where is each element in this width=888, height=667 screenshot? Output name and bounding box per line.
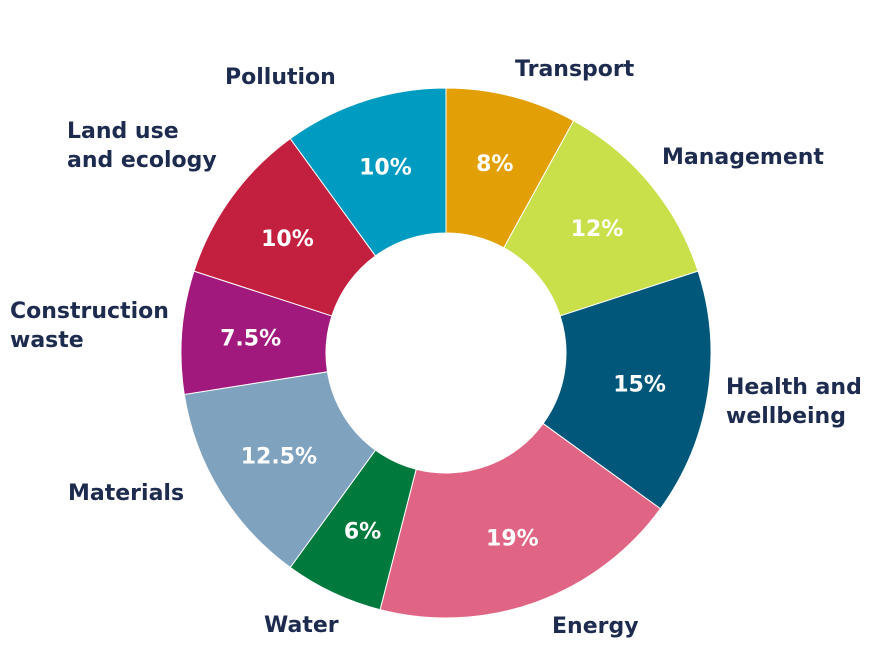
category-label-line: Health and	[726, 375, 862, 400]
category-label-line: wellbeing	[726, 404, 846, 429]
slice-value-transport: 8%	[476, 152, 513, 177]
category-label-health-and-wellbeing: Health and wellbeing	[726, 375, 862, 429]
category-label-line: Management	[662, 145, 824, 170]
slices-group	[180, 87, 712, 619]
slice-materials	[183, 371, 377, 569]
category-label-line: waste	[10, 328, 84, 353]
category-label-materials: Materials	[68, 481, 184, 506]
category-label-line: and ecology	[67, 148, 217, 173]
category-label-line: Construction	[10, 299, 169, 324]
slice-management	[503, 120, 699, 317]
category-label-line: Pollution	[225, 65, 336, 90]
slice-value-energy: 19%	[486, 526, 539, 551]
category-label-land-use-and-ecology: Land use and ecology	[67, 119, 217, 173]
slice-value-materials: 12.5%	[241, 444, 317, 469]
category-label-construction-waste: Construction waste	[10, 299, 169, 353]
category-label-line: Water	[264, 613, 339, 638]
slice-value-construction-waste: 7.5%	[220, 327, 281, 352]
category-label-transport: Transport	[515, 57, 635, 82]
category-label-line: Land use	[67, 119, 179, 144]
slice-value-health-and-wellbeing: 15%	[613, 373, 666, 398]
category-label-pollution: Pollution	[225, 65, 336, 90]
slice-value-land-use-and-ecology: 10%	[261, 227, 314, 252]
slice-pollution	[289, 87, 447, 257]
category-label-line: Energy	[552, 614, 639, 639]
slice-value-water: 6%	[344, 519, 381, 544]
category-label-line: Transport	[515, 57, 635, 82]
category-label-line: Materials	[68, 481, 184, 506]
slice-value-management: 12%	[571, 217, 624, 242]
category-label-water: Water	[264, 613, 339, 638]
category-label-management: Management	[662, 145, 824, 170]
category-labels-group: Transport Management Health and wellbeing En…	[10, 57, 862, 639]
slice-energy	[379, 422, 662, 619]
slice-value-pollution: 10%	[359, 156, 412, 181]
category-label-energy: Energy	[552, 614, 639, 639]
value-labels-group: 8% 12% 15% 19% 6% 12.5% 7.5% 10% 10%	[220, 152, 666, 551]
slice-health-and-wellbeing	[542, 270, 712, 510]
